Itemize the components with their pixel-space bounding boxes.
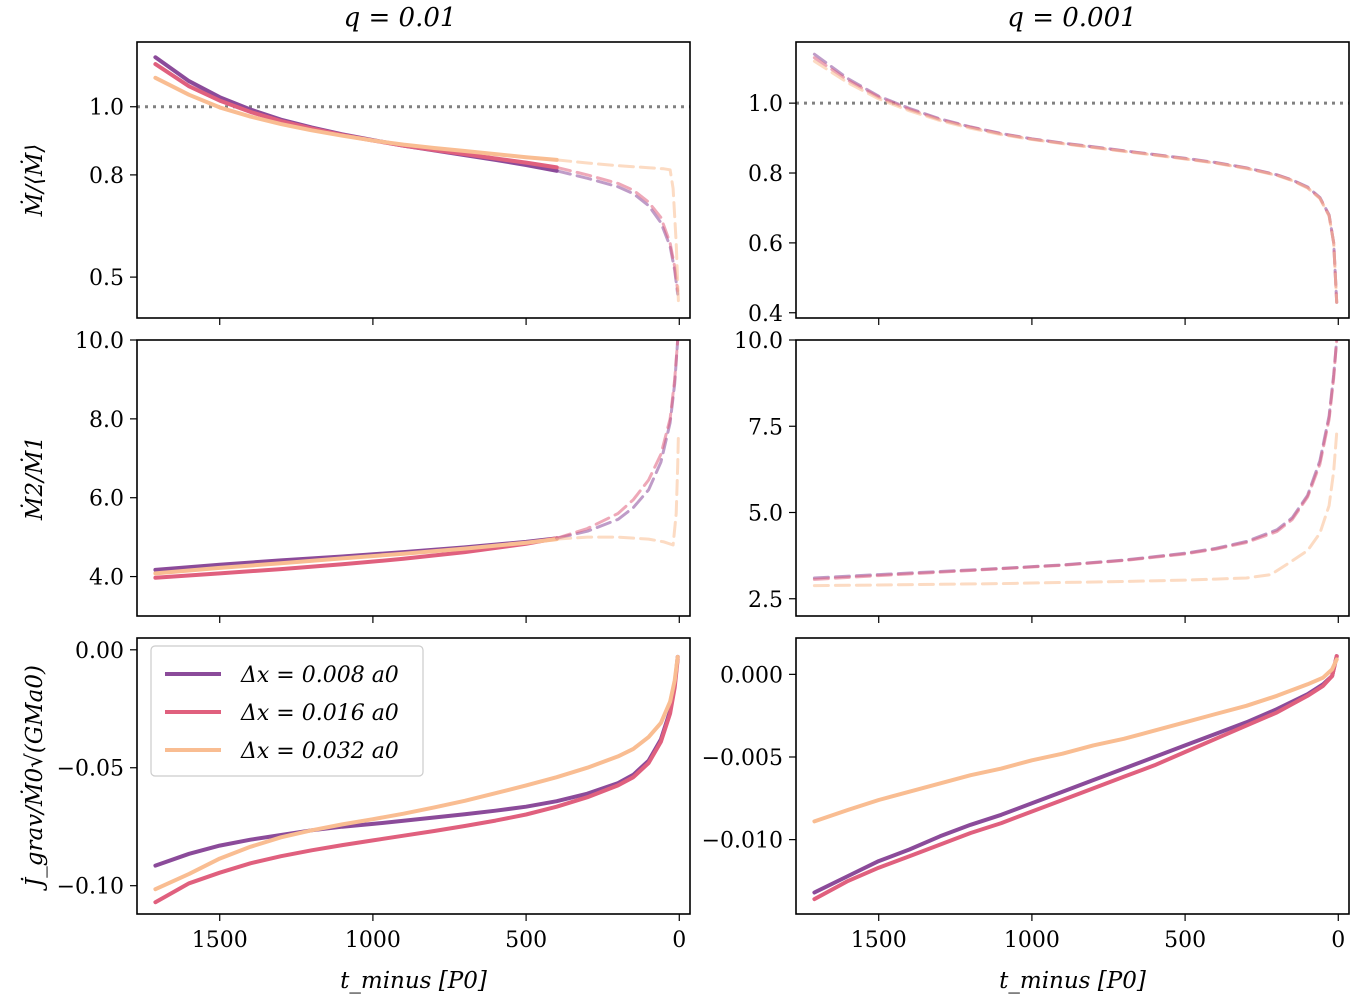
y-tick-label: 0.5 <box>89 266 124 291</box>
series-group <box>153 654 680 905</box>
y-tick-label: 6.0 <box>89 487 124 512</box>
axes-frame <box>136 637 691 915</box>
y-tick-label: −0.010 <box>702 829 783 854</box>
legend-label: Δx = 0.008 a0 <box>240 663 399 688</box>
axes-frame <box>795 41 1350 319</box>
axes-frame <box>795 637 1350 915</box>
legend-label: Δx = 0.032 a0 <box>240 739 399 764</box>
series-group <box>812 654 1339 902</box>
series-line-x-0-032-a0 <box>812 657 1339 824</box>
series-group <box>812 340 1339 588</box>
series-line-x-0-008-a0-extrapolated <box>555 340 680 540</box>
series-line-x-0-032-a0 <box>153 537 559 576</box>
column-title-left: q = 0.01 <box>344 3 457 33</box>
y-axis-label: J̇_grav/Ṁ0√(GMa0) <box>21 665 48 891</box>
x-tick-label: 500 <box>505 928 547 953</box>
y-axis-label: Ṁ2/Ṁ1 <box>21 436 48 521</box>
y-axis-label: Ṁ/⟨Ṁ⟩ <box>21 144 48 218</box>
y-tick-label: −0.005 <box>702 746 783 771</box>
y-tick-label: −0.10 <box>57 875 124 900</box>
x-tick-label: 1500 <box>192 928 248 953</box>
panel-top-right: 0.4 0.6 0.8 1.0 <box>748 41 1350 327</box>
series-line-x-0-016-a0 <box>812 340 1339 581</box>
y-tick-label: 0.8 <box>89 164 124 189</box>
x-tick-label: 0 <box>1331 928 1345 953</box>
x-tick-label: 1000 <box>1004 928 1060 953</box>
legend: Δx = 0.008 a0 Δx = 0.016 a0 Δx = 0.032 a0 <box>150 645 424 777</box>
panel-bottom-left: 1500 1000 500 0 −0.10 −0.05 0.00 J̇_grav/Ṁ0√(GM… <box>21 637 691 994</box>
series-line-x-0-016-a0 <box>812 56 1339 304</box>
x-axis-label: t_minus [P0] <box>340 968 487 994</box>
y-tick-label: 8.0 <box>89 408 124 433</box>
legend-label: Δx = 0.016 a0 <box>240 701 399 726</box>
y-tick-label: 0.000 <box>720 663 783 688</box>
y-tick-label: 0.8 <box>748 162 783 187</box>
panel-middle-right: 2.5 5.0 7.5 10.0 <box>734 329 1350 623</box>
panel-middle-left: 4.0 6.0 8.0 10.0 Ṁ2/Ṁ1 <box>21 329 691 623</box>
series-line-x-0-032-a0 <box>153 75 559 162</box>
panel-top-left: 0.5 0.8 1.0 Ṁ/⟨Ṁ⟩ <box>21 41 691 325</box>
axes-frame <box>136 41 691 319</box>
x-axis-label: t_minus [P0] <box>999 968 1146 994</box>
series-line-x-0-016-a0-extrapolated <box>555 165 680 293</box>
series-line-x-0-008-a0 <box>812 340 1339 580</box>
y-tick-label: 10.0 <box>75 329 124 354</box>
axes-frame <box>795 339 1350 617</box>
y-tick-label: 0.4 <box>748 302 783 327</box>
panel-bottom-right: 1500 1000 500 0 −0.010 −0.005 0.000 t_minus [P0… <box>702 637 1350 994</box>
series-line-x-0-008-a0 <box>812 654 1339 895</box>
y-tick-label: 1.0 <box>748 92 783 117</box>
series-group <box>153 340 680 580</box>
legend-frame <box>150 645 424 777</box>
y-tick-label: 7.5 <box>748 415 783 440</box>
series-line-x-0-016-a0 <box>153 62 559 170</box>
series-line-x-0-016-a0 <box>153 657 680 905</box>
x-tick-label: 1500 <box>851 928 907 953</box>
series-line-x-0-016-a0-extrapolated <box>555 340 680 540</box>
y-tick-label: 0.00 <box>75 639 124 664</box>
x-tick-label: 1000 <box>345 928 401 953</box>
series-line-x-0-032-a0 <box>812 431 1339 588</box>
series-group <box>153 55 680 303</box>
x-tick-label: 500 <box>1164 928 1206 953</box>
series-group <box>812 52 1339 304</box>
series-line-x-0-032-a0-extrapolated <box>555 433 680 547</box>
y-tick-label: 0.6 <box>748 232 783 257</box>
axes-frame <box>136 339 691 617</box>
y-tick-label: 2.5 <box>748 588 783 613</box>
column-title-right: q = 0.001 <box>1007 3 1136 33</box>
series-line-x-0-016-a0 <box>812 654 1339 902</box>
series-line-x-0-032-a0-extrapolated <box>555 158 680 303</box>
x-tick-label: 0 <box>672 928 686 953</box>
series-line-x-0-008-a0 <box>153 536 559 572</box>
y-tick-label: 5.0 <box>748 502 783 527</box>
series-line-x-0-008-a0 <box>812 52 1339 304</box>
y-tick-label: 10.0 <box>734 329 783 354</box>
y-tick-label: 1.0 <box>89 96 124 121</box>
y-tick-label: −0.05 <box>57 757 124 782</box>
y-tick-label: 4.0 <box>89 566 124 591</box>
series-line-x-0-032-a0 <box>812 59 1339 304</box>
series-line-x-0-008-a0-extrapolated <box>555 169 680 296</box>
series-line-x-0-032-a0 <box>153 654 680 892</box>
